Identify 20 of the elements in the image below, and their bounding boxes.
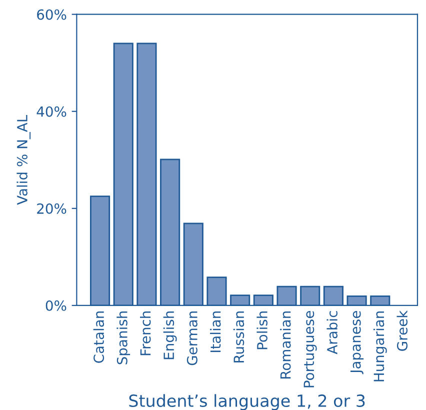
x-tick-label: Catalan <box>93 311 104 363</box>
x-tick-label: Italian <box>210 311 221 352</box>
x-tick-label: Japanese <box>350 311 364 374</box>
x-tick-label: Romanian <box>280 311 291 378</box>
x-tick-label: Spanish <box>116 311 130 364</box>
y-tick-label: 60% <box>37 9 66 20</box>
x-tick-label: French <box>140 311 151 356</box>
x-tick-label: Greek <box>396 310 408 351</box>
x-tick-label: Arabic <box>326 311 338 354</box>
y-tick-label: 0% <box>46 300 66 311</box>
x-tick-label: English <box>163 311 177 360</box>
y-tick-label: 40% <box>36 106 66 117</box>
x-tick-label: Russian <box>233 311 244 362</box>
x-tick-label: Hungarian <box>373 311 387 382</box>
x-axis-title: Student’s language 1, 2 or 3 <box>129 394 365 410</box>
x-tick-label: Portuguese <box>304 311 317 388</box>
y-axis-title: Valid % N_AL <box>16 114 31 205</box>
x-tick-label: Polish <box>256 311 268 350</box>
x-tick-label: German <box>186 311 198 366</box>
y-tick-label: 20% <box>37 203 66 214</box>
